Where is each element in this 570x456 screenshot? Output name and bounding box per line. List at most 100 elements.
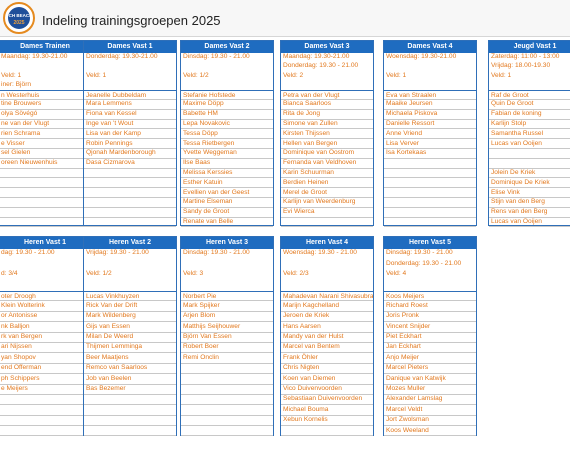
group: Heren Vast 3 Dinsdag: 19.30 - 21.00 Veld: … <box>180 236 274 437</box>
member: Mara Lemmens <box>84 100 176 110</box>
member <box>489 149 570 159</box>
member <box>84 416 176 427</box>
member: Yvette Weggeman <box>181 149 273 159</box>
schedule-line <box>489 80 570 91</box>
schedule-line: Veld: 1 <box>0 71 91 81</box>
member: Koos Weeland <box>384 426 476 437</box>
member: Fernanda van Veldhoven <box>281 159 373 169</box>
member: yan Shopov <box>0 353 91 364</box>
member: Beer Maatjens <box>84 353 176 364</box>
schedule-line: Dinsdag: 19.30 - 21.00 <box>181 53 273 63</box>
member: Danielle Ressort <box>384 120 476 130</box>
member <box>0 188 91 198</box>
member: nk Balljon <box>0 322 91 333</box>
schedule-line: Donderdag: 19.30 - 21.00 <box>384 259 476 270</box>
group-name: Heren Vast 4 <box>281 237 373 249</box>
logo: VCH BEACH 2025 <box>3 2 35 34</box>
member: Thijmen Lemminga <box>84 343 176 354</box>
member: tine Brouwers <box>0 100 91 110</box>
schedule-line <box>0 280 91 291</box>
member: Jort Zwolsman <box>384 416 476 427</box>
member: Esther Katuin <box>181 178 273 189</box>
schedule-line: Veld: 3 <box>181 270 273 281</box>
schedule-line <box>84 259 176 270</box>
member: Arjen Blom <box>181 312 273 323</box>
member: or Antonisse <box>0 312 91 323</box>
member: Lisa Verver <box>384 139 476 149</box>
member: Elise Vink <box>489 188 570 198</box>
group: Dames Vast 1 Donderdag: 19.30-21.00 Veld: … <box>83 40 177 228</box>
member: Chris Nigten <box>281 364 373 375</box>
member <box>384 218 476 228</box>
group: Heren Vast 1 dag: 19.30 - 21.00 d: 3/4 oter… <box>0 236 92 437</box>
member: Remco van Saarloos <box>84 364 176 375</box>
member <box>281 426 373 437</box>
member: sel Gielen <box>0 149 91 159</box>
member: ph Schippers <box>0 374 91 385</box>
member: Mahadevan Narani Shivasubramaniam <box>281 291 373 302</box>
member <box>181 416 273 427</box>
member: Dominique van Oostrom <box>281 149 373 159</box>
schedule-line <box>181 280 273 291</box>
member: Eva van Straalen <box>384 90 476 100</box>
group-name: Heren Vast 5 <box>384 237 476 249</box>
group: Dames Vast 4 Woensdag: 19.30-21.00 Veld: 1… <box>383 40 477 228</box>
member: Remi Onclin <box>181 353 273 364</box>
schedule-line: Vrijdag: 19.30 - 21.00 <box>84 249 176 260</box>
member: Anjo Meijer <box>384 353 476 364</box>
member: Joris Pronk <box>384 312 476 323</box>
group-name: Dames Vast 3 <box>281 41 373 53</box>
schedule-line: Donderdag: 19.30-21.00 <box>84 53 176 63</box>
group: Jeugd Vast 1 Zaterdag: 11:00 - 13:00 Vrijd… <box>488 40 570 228</box>
member: Lucas van Ooijen <box>489 139 570 149</box>
member <box>384 178 476 189</box>
schedule-line: Veld: 2 <box>281 71 373 81</box>
member: Koos Meijers <box>384 291 476 302</box>
member: Stijn van den Berg <box>489 198 570 208</box>
schedule-line <box>384 62 476 72</box>
member <box>84 218 176 228</box>
member: Milan De Weerd <box>84 333 176 343</box>
member <box>489 159 570 169</box>
member: Quin De Groot <box>489 100 570 110</box>
member: Matthijs Seijhouwer <box>181 322 273 333</box>
member <box>181 385 273 395</box>
schedule-line: Veld: 1 <box>384 71 476 81</box>
member <box>84 426 176 437</box>
schedule-line <box>384 80 476 91</box>
member: Karlijn Stolp <box>489 120 570 130</box>
member: Alexander Lamslag <box>384 395 476 406</box>
member: Robin Pennings <box>84 139 176 149</box>
group: Heren Vast 2 Vrijdag: 19.30 - 21.00 Veld: … <box>83 236 177 437</box>
member: rien Schrama <box>0 129 91 140</box>
member: Simone van Zullen <box>281 120 373 130</box>
member: Rick Van der Drift <box>84 301 176 312</box>
member <box>0 416 91 427</box>
member <box>84 395 176 406</box>
member: Norbert Pie <box>181 291 273 302</box>
member: Job van Beelen <box>84 374 176 385</box>
schedule-line: Dinsdag: 19.30 - 21.00 <box>181 249 273 260</box>
schedule-line <box>84 62 176 72</box>
member: Rens van den Berg <box>489 208 570 218</box>
page-title: Indeling trainingsgroepen 2025 <box>42 13 221 28</box>
member: Klein Wolterink <box>0 301 91 312</box>
schedule-line: Dinsdag: 19.30 - 21.00 <box>384 249 476 260</box>
member <box>0 395 91 406</box>
member: e Visser <box>0 139 91 149</box>
member: oreen Nieuwenhuis <box>0 159 91 169</box>
member: Robert Boer <box>181 343 273 354</box>
group-name: Heren Vast 1 <box>0 237 91 249</box>
member: n Westerhuis <box>0 90 91 100</box>
member <box>384 188 476 198</box>
member: Merel de Groot <box>281 188 373 198</box>
member: Frank Öhler <box>281 353 373 364</box>
member <box>84 208 176 218</box>
member: ne van der Vlugt <box>0 120 91 130</box>
schedule-line: Woensdag: 19.30 - 21.00 <box>281 249 373 260</box>
schedule-line <box>281 80 373 91</box>
member: Isa Kortekaas <box>384 149 476 159</box>
member: Jolein De Kriek <box>489 169 570 179</box>
schedule-line: Maandag: 19.30-21.00 <box>0 53 91 63</box>
group: Dames Trainen Maandag: 19.30-21.00 Veld: 1… <box>0 40 92 228</box>
